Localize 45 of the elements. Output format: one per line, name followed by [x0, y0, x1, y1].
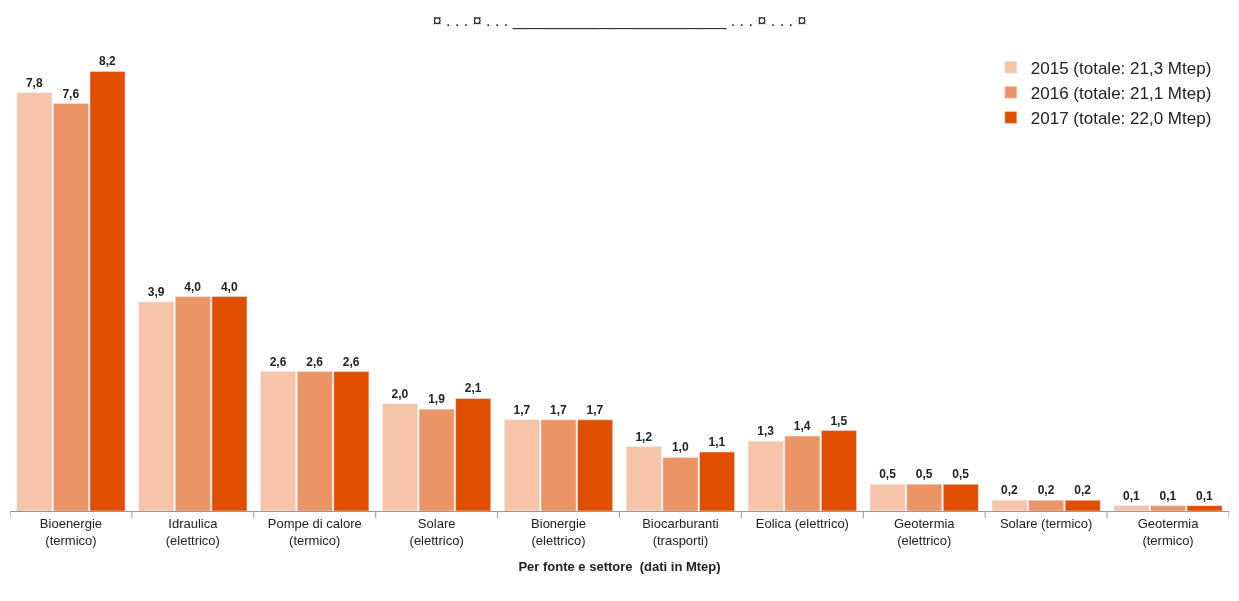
x-tick-label: Biocarburanti (trasporti) [642, 515, 719, 548]
data-label: 1,5 [830, 413, 848, 428]
data-label: 0,1 [1196, 488, 1214, 503]
data-label: 4,0 [184, 279, 202, 294]
data-label: 0,1 [1122, 488, 1140, 503]
data-label: 1,1 [708, 435, 726, 450]
x-tick-label: Solare (termico) [999, 515, 1093, 531]
data-label: 1,7 [586, 402, 604, 417]
data-label: 0,2 [1074, 483, 1092, 498]
legend-label: 2015 (totale: 21,3 Mtep) [1030, 58, 1212, 78]
x-tick-label: Pompe di calore (termico) [267, 515, 362, 548]
x-tick-label: Idraulica (elettrico) [165, 515, 220, 548]
data-label: 2,0 [391, 386, 409, 401]
legend-label: 2017 (totale: 22,0 Mtep) [1030, 109, 1212, 129]
data-label: 1,2 [635, 429, 653, 444]
x-tick-label: Bioenergie (termico) [39, 515, 103, 548]
x-tick-label: Geotermia (termico) [1137, 515, 1200, 548]
data-label: 0,2 [1001, 483, 1019, 498]
x-tick-label: Geotermia (elettrico) [893, 515, 956, 548]
data-label: 0,2 [1037, 483, 1055, 498]
data-label: 2,1 [464, 381, 482, 396]
data-label: 7,6 [62, 86, 80, 101]
data-label: 2,6 [269, 354, 287, 369]
data-label: 1,4 [793, 418, 811, 433]
data-label: 1,7 [513, 402, 531, 417]
data-label: 1,0 [671, 440, 689, 455]
data-label: 0,5 [915, 467, 933, 482]
data-label: 1,9 [428, 392, 446, 407]
x-tick-label: Eolica (elettrico) [755, 515, 849, 531]
data-label: 2,6 [306, 354, 324, 369]
data-label: 0,5 [879, 467, 897, 482]
data-label: 0,5 [952, 467, 970, 482]
data-label: 4,0 [220, 279, 238, 294]
data-label: 3,9 [147, 284, 165, 299]
data-label: 1,7 [550, 402, 568, 417]
data-label: 7,8 [25, 75, 43, 90]
x-tick-label: Bionergie (elettrico) [531, 515, 587, 548]
data-label: 1,3 [757, 424, 775, 439]
x-tick-label: Solare (elettrico) [409, 515, 464, 548]
legend-label: 2016 (totale: 21,1 Mtep) [1030, 83, 1212, 103]
data-label: 0,1 [1159, 488, 1177, 503]
chart-title: ¤ . . . ¤ . . . ________________________ . . . ¤ . . . ¤ [432, 12, 807, 31]
data-label: 2,6 [342, 354, 360, 369]
x-axis-title: Per fonte e settore (dati in Mtep) [518, 559, 721, 575]
data-label: 8,2 [99, 54, 117, 69]
